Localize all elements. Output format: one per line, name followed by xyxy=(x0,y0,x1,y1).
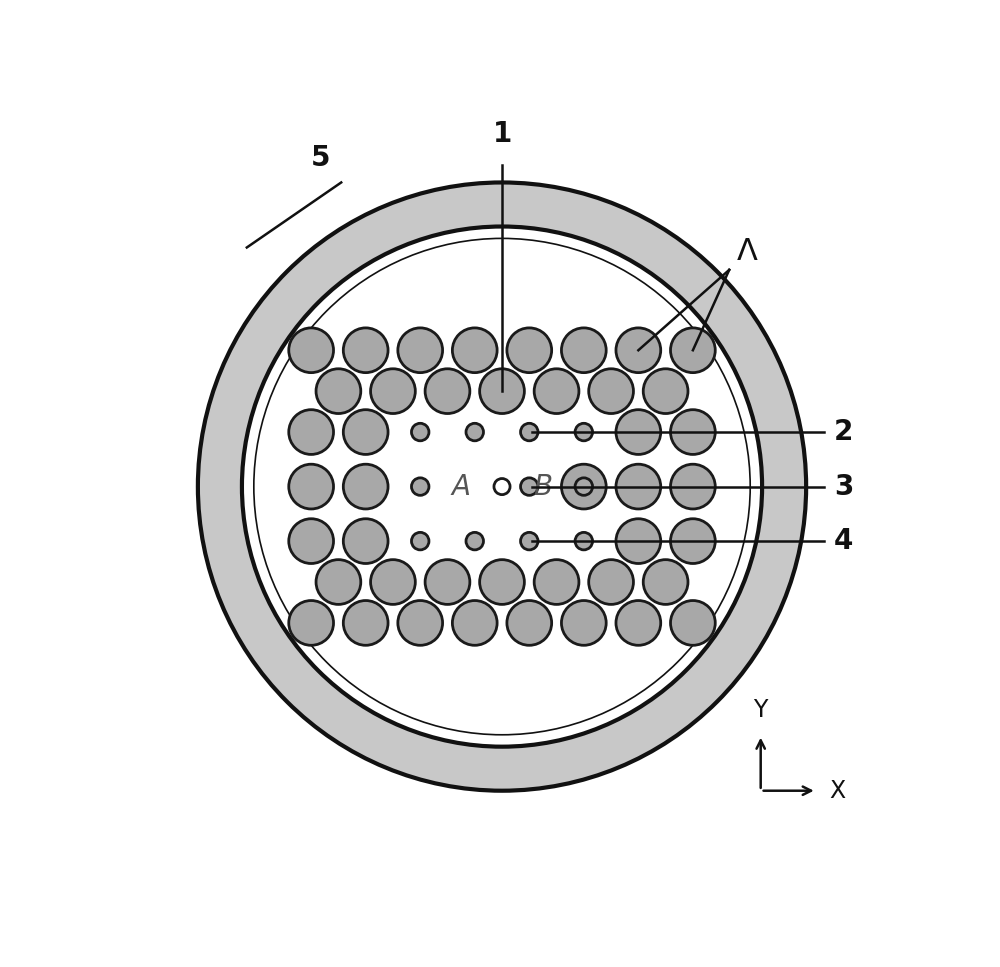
Circle shape xyxy=(521,424,538,441)
Circle shape xyxy=(316,560,361,604)
Text: 5: 5 xyxy=(311,144,331,172)
Circle shape xyxy=(343,464,388,509)
Circle shape xyxy=(480,560,524,604)
Circle shape xyxy=(643,560,688,604)
Circle shape xyxy=(507,601,552,645)
Circle shape xyxy=(289,601,334,645)
Circle shape xyxy=(494,479,510,495)
Text: B: B xyxy=(533,473,552,501)
Circle shape xyxy=(289,410,334,454)
Circle shape xyxy=(671,410,715,454)
Circle shape xyxy=(371,368,415,414)
Circle shape xyxy=(521,478,538,495)
Circle shape xyxy=(561,328,606,372)
Circle shape xyxy=(575,424,593,441)
Circle shape xyxy=(289,464,334,509)
Circle shape xyxy=(521,533,538,550)
Circle shape xyxy=(561,601,606,645)
Circle shape xyxy=(671,601,715,645)
Circle shape xyxy=(616,601,661,645)
Circle shape xyxy=(616,518,661,564)
Circle shape xyxy=(452,601,497,645)
Circle shape xyxy=(616,410,661,454)
Circle shape xyxy=(316,368,361,414)
Circle shape xyxy=(534,560,579,604)
Circle shape xyxy=(671,464,715,509)
Circle shape xyxy=(466,533,483,550)
Circle shape xyxy=(254,239,750,735)
Circle shape xyxy=(575,478,593,495)
Circle shape xyxy=(507,328,552,372)
Circle shape xyxy=(411,424,429,441)
Circle shape xyxy=(198,183,806,791)
Text: 4: 4 xyxy=(834,527,853,555)
Text: A: A xyxy=(452,473,471,501)
Circle shape xyxy=(398,601,443,645)
Circle shape xyxy=(398,328,443,372)
Circle shape xyxy=(242,226,762,747)
Circle shape xyxy=(561,464,606,509)
Circle shape xyxy=(671,328,715,372)
Circle shape xyxy=(343,601,388,645)
Circle shape xyxy=(425,560,470,604)
Circle shape xyxy=(616,328,661,372)
Circle shape xyxy=(425,368,470,414)
Text: X: X xyxy=(829,778,845,803)
Circle shape xyxy=(343,410,388,454)
Circle shape xyxy=(289,328,334,372)
Circle shape xyxy=(289,518,334,564)
Circle shape xyxy=(534,368,579,414)
Circle shape xyxy=(371,560,415,604)
Circle shape xyxy=(343,328,388,372)
Text: Y: Y xyxy=(754,698,768,722)
Circle shape xyxy=(589,368,633,414)
Circle shape xyxy=(411,533,429,550)
Text: 1: 1 xyxy=(492,120,512,148)
Circle shape xyxy=(480,368,524,414)
Circle shape xyxy=(343,518,388,564)
Circle shape xyxy=(411,478,429,495)
Text: 3: 3 xyxy=(834,473,853,501)
Circle shape xyxy=(466,424,483,441)
Text: 2: 2 xyxy=(834,418,853,446)
Circle shape xyxy=(589,560,633,604)
Circle shape xyxy=(671,518,715,564)
Text: $\mathit{\Lambda}$: $\mathit{\Lambda}$ xyxy=(736,237,759,266)
Circle shape xyxy=(616,464,661,509)
Circle shape xyxy=(575,533,593,550)
Circle shape xyxy=(643,368,688,414)
Circle shape xyxy=(452,328,497,372)
